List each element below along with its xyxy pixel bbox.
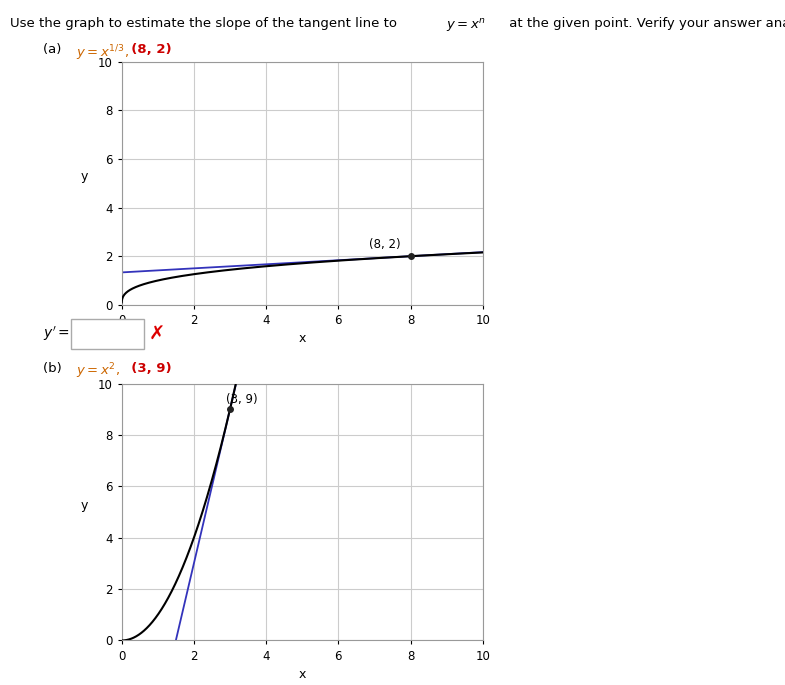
Text: (3, 9): (3, 9) (122, 362, 171, 375)
Text: $y = x^n$: $y = x^n$ (446, 17, 486, 34)
Y-axis label: y: y (80, 171, 88, 183)
X-axis label: x: x (298, 332, 306, 345)
Text: at the given point. Verify your answer analytically.: at the given point. Verify your answer a… (505, 17, 785, 30)
Text: $y = x^2$,: $y = x^2$, (76, 362, 120, 382)
Text: (b): (b) (43, 362, 75, 375)
Y-axis label: y: y (80, 499, 88, 512)
Text: Use the graph to estimate the slope of the tangent line to: Use the graph to estimate the slope of t… (10, 17, 401, 30)
Text: (8, 2): (8, 2) (122, 43, 171, 56)
Text: $y' =$: $y' =$ (43, 325, 71, 343)
Text: (8, 2): (8, 2) (369, 238, 400, 251)
Text: (3, 9): (3, 9) (226, 393, 258, 406)
Text: (a): (a) (43, 43, 75, 56)
X-axis label: x: x (298, 668, 306, 681)
Bar (71, 319, 144, 349)
Text: $y = x^{1/3}$,: $y = x^{1/3}$, (76, 43, 130, 63)
Text: ✗: ✗ (148, 325, 165, 343)
